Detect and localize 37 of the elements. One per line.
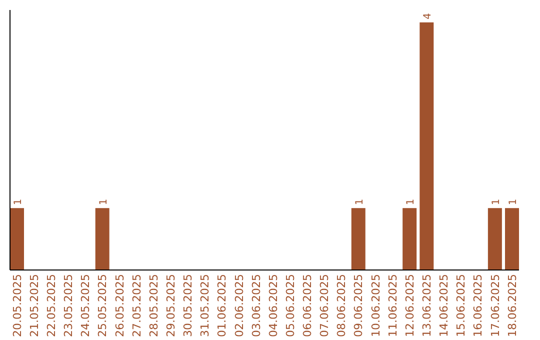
x-tick-label: 20.05.2025 [10,274,24,337]
x-tick-label: 02.06.2025 [232,274,246,337]
data-label: 4 [422,13,434,20]
data-label: 1 [13,198,24,206]
x-tick-label: 24.05.2025 [79,274,92,337]
data-label: 1 [354,198,366,206]
x-tick-label: 06.06.2025 [301,274,314,337]
x-tick-label: 07.06.2025 [318,274,332,337]
x-tick-label: 15.06.2025 [454,274,468,337]
data-label: 1 [406,198,417,206]
x-tick-label: 13.06.2025 [420,274,434,337]
x-tick-label: 09.06.2025 [352,274,366,337]
x-tick-label: 03.06.2025 [250,274,263,337]
x-tick-label: 30.05.2025 [182,274,195,337]
x-tick-label: 14.06.2025 [438,274,451,337]
x-tick-label: 18.06.2025 [506,274,519,337]
x-tick-label: 28.05.2025 [147,274,160,337]
x-tick-label: 25.05.2025 [96,274,110,337]
x-tick-label: 16.06.2025 [472,274,485,337]
x-tick-label: 22.05.2025 [44,274,58,337]
data-label: 1 [508,198,519,206]
x-tick-label: 29.05.2025 [164,274,178,337]
x-tick-label: 08.06.2025 [335,274,348,337]
x-tick-label: 26.05.2025 [113,274,126,337]
x-tick-label: 21.05.2025 [28,274,41,337]
x-tick-label: 01.06.2025 [216,274,229,337]
data-label: 1 [98,198,110,206]
x-tick-label: 10.06.2025 [369,274,382,337]
x-tick-label: 17.06.2025 [488,274,502,337]
data-label: 1 [490,198,502,206]
x-tick-label: 31.05.2025 [198,274,212,337]
x-tick-label: 23.05.2025 [62,274,76,337]
x-tick-label: 12.06.2025 [403,274,416,337]
x-tick-label: 04.06.2025 [266,274,280,337]
x-tick-label: 27.05.2025 [130,274,144,337]
x-tick-label: 05.06.2025 [284,274,297,337]
x-tick-label: 11.06.2025 [386,274,400,337]
